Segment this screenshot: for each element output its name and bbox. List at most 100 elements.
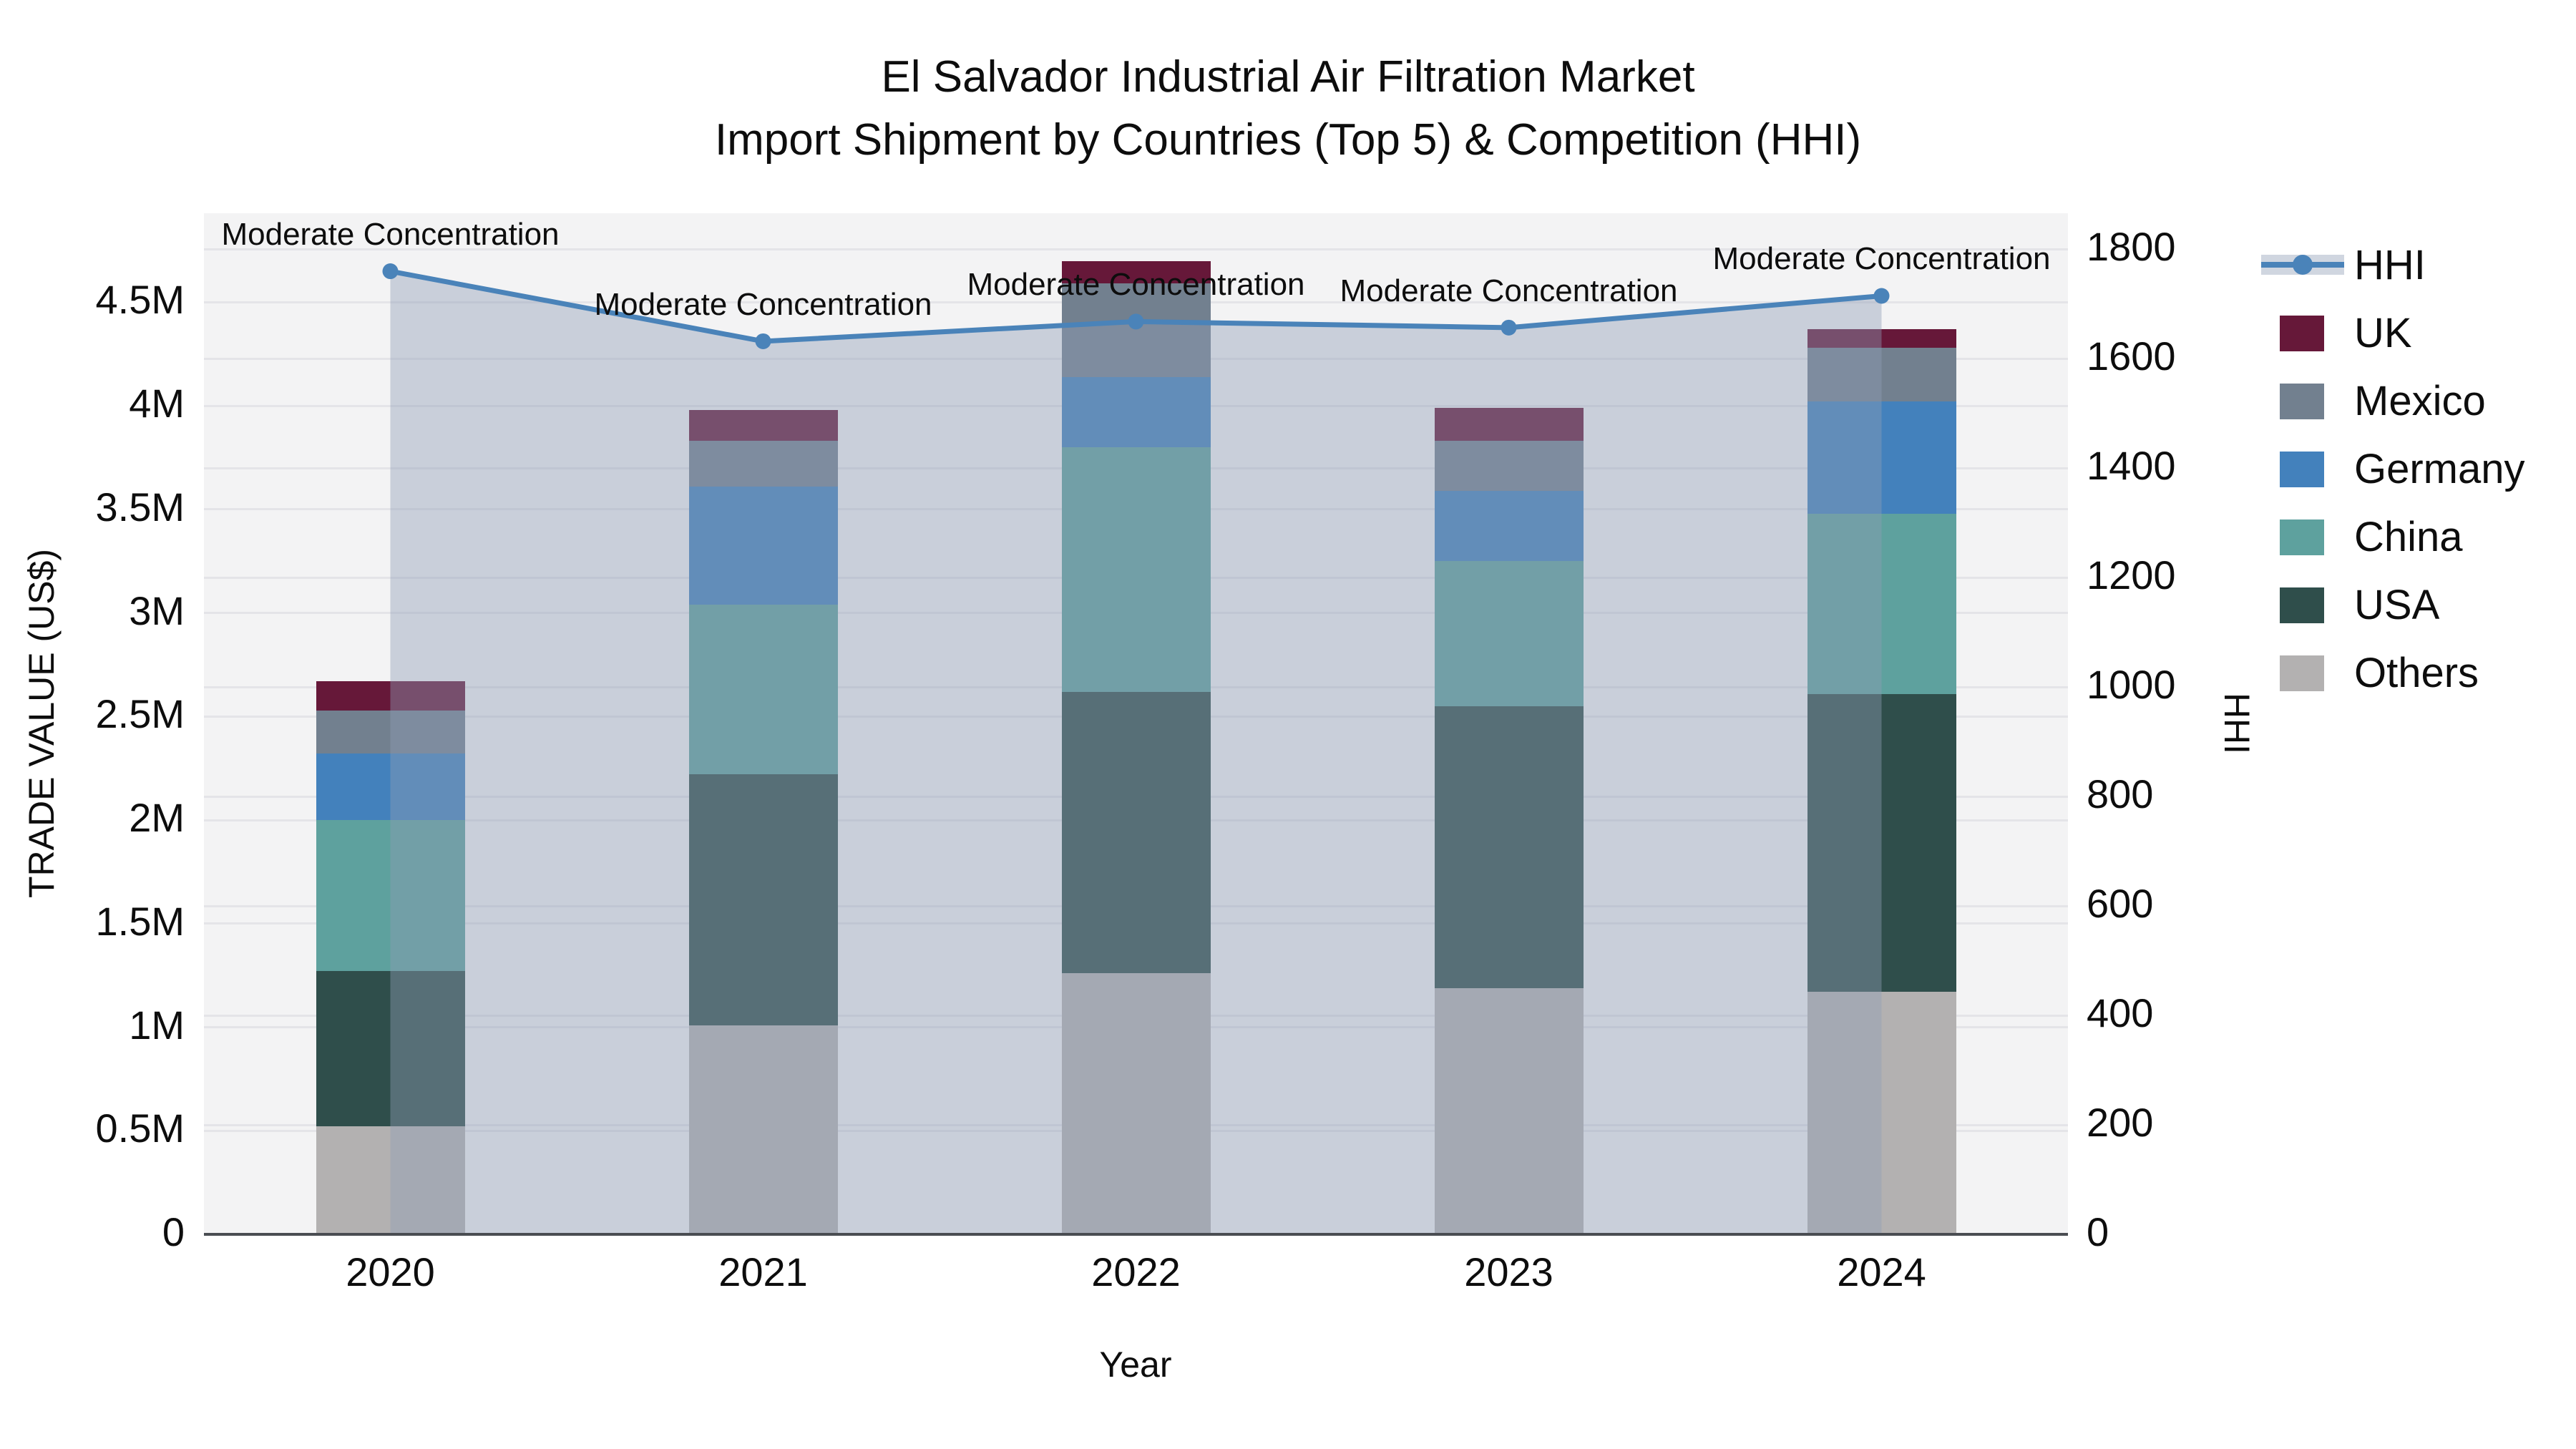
- legend-color-swatch-icon: [2280, 316, 2324, 351]
- hhi-fill-area: [390, 271, 1882, 1234]
- y-axis-left-tick-3.5M: 3.5M: [95, 484, 185, 530]
- bar-segment-usa-2020[interactable]: [316, 971, 465, 1126]
- y-axis-left-tick-0.5M: 0.5M: [95, 1106, 185, 1151]
- bar-segment-germany-2023[interactable]: [1435, 491, 1584, 561]
- hhi-marker-2021[interactable]: [755, 333, 771, 349]
- x-axis-tick-2021: 2021: [718, 1249, 808, 1294]
- bar-segment-others-2021[interactable]: [689, 1025, 838, 1234]
- y-axis-left-tick-0: 0: [162, 1209, 185, 1254]
- y-axis-left-tick-3M: 3M: [129, 587, 185, 633]
- y-axis-right-tick-1000: 1000: [2087, 662, 2176, 708]
- bar-segment-china-2022[interactable]: [1062, 447, 1211, 692]
- x-axis-line: [204, 1233, 2068, 1236]
- legend-item-mexico[interactable]: Mexico: [2261, 378, 2486, 424]
- y-axis-left-tick-1M: 1M: [129, 1002, 185, 1048]
- y-axis-right-tick-1400: 1400: [2087, 443, 2176, 489]
- bar-segment-germany-2020[interactable]: [316, 753, 465, 820]
- legend-label-others: Others: [2354, 649, 2479, 696]
- legend-item-uk[interactable]: UK: [2261, 310, 2412, 356]
- hhi-marker-2020[interactable]: [382, 263, 399, 280]
- y-axis-right-tick-200: 200: [2087, 1100, 2154, 1146]
- bar-segment-others-2023[interactable]: [1435, 988, 1584, 1234]
- bar-segment-mexico-2023[interactable]: [1435, 441, 1584, 491]
- bar-segment-others-2020[interactable]: [316, 1126, 465, 1234]
- chart-title-line1: El Salvador Industrial Air Filtration Ma…: [881, 52, 1695, 102]
- annotation-2022: Moderate Concentration: [967, 267, 1305, 303]
- legend-item-germany[interactable]: Germany: [2261, 446, 2525, 492]
- x-axis-tick-2024: 2024: [1837, 1249, 1926, 1294]
- bar-segment-china-2021[interactable]: [689, 605, 838, 774]
- x-axis-tick-2022: 2022: [1091, 1249, 1181, 1294]
- legend: HHI UK Mexico Germany China USA Others: [2261, 0, 2576, 1449]
- bar-segment-china-2024[interactable]: [1807, 514, 1956, 694]
- legend-label-usa: USA: [2354, 581, 2440, 628]
- y-axis-right-tick-1800: 1800: [2087, 224, 2176, 270]
- bar-segment-germany-2021[interactable]: [689, 487, 838, 605]
- legend-item-hhi[interactable]: HHI: [2261, 242, 2426, 288]
- bar-segment-mexico-2021[interactable]: [689, 441, 838, 487]
- y-axis-left-tick-4M: 4M: [129, 381, 185, 426]
- legend-label-mexico: Mexico: [2354, 377, 2486, 424]
- hhi-overlay: [382, 263, 1890, 1234]
- y-axis-right-tick-600: 600: [2087, 881, 2154, 927]
- legend-color-swatch-icon: [2280, 655, 2324, 691]
- bar-segment-others-2024[interactable]: [1807, 992, 1956, 1234]
- bar-segment-mexico-2020[interactable]: [316, 711, 465, 753]
- y-axis-left-tick-2M: 2M: [129, 795, 185, 841]
- bar-segment-uk-2022[interactable]: [1062, 261, 1211, 283]
- legend-color-swatch-icon: [2280, 519, 2324, 555]
- legend-item-usa[interactable]: USA: [2261, 582, 2439, 628]
- bar-segment-usa-2024[interactable]: [1807, 694, 1956, 992]
- bar-segment-mexico-2022[interactable]: [1062, 283, 1211, 377]
- bar-segment-others-2022[interactable]: [1062, 973, 1211, 1234]
- annotation-2024: Moderate Concentration: [1712, 241, 2051, 277]
- legend-label-uk: UK: [2354, 309, 2412, 356]
- y-axis-right-tick-400: 400: [2087, 990, 2154, 1036]
- legend-color-swatch-icon: [2280, 587, 2324, 623]
- bar-segment-usa-2023[interactable]: [1435, 706, 1584, 988]
- plot-area: Moderate Concentration Moderate Concentra…: [204, 213, 2068, 1234]
- bar-segment-china-2020[interactable]: [316, 820, 465, 971]
- bar-segment-usa-2022[interactable]: [1062, 692, 1211, 973]
- legend-swatch-germany: [2261, 446, 2344, 492]
- chart-title-line2: Import Shipment by Countries (Top 5) & C…: [714, 115, 1862, 165]
- legend-label-china: China: [2354, 513, 2463, 560]
- legend-item-others[interactable]: Others: [2261, 650, 2479, 696]
- legend-color-swatch-icon: [2280, 452, 2324, 487]
- y-axis-right-tick-1600: 1600: [2087, 333, 2176, 379]
- legend-swatch-uk: [2261, 310, 2344, 356]
- gridline-hhi-1800: [204, 248, 2068, 250]
- y-axis-left-tick-2.5M: 2.5M: [95, 691, 185, 737]
- x-axis-title: Year: [1099, 1345, 1172, 1385]
- hhi-marker-2023[interactable]: [1501, 319, 1517, 336]
- hhi-legend-marker-icon: [2293, 255, 2313, 275]
- legend-label-germany: Germany: [2354, 445, 2525, 492]
- hhi-legend-sample: [2261, 242, 2344, 288]
- bar-segment-germany-2022[interactable]: [1062, 377, 1211, 447]
- bar-segment-uk-2020[interactable]: [316, 681, 465, 711]
- legend-label-hhi: HHI: [2354, 241, 2426, 288]
- legend-swatch-china: [2261, 514, 2344, 560]
- annotation-2021: Moderate Concentration: [594, 286, 932, 322]
- x-axis-tick-2020: 2020: [346, 1249, 435, 1294]
- bar-segment-uk-2021[interactable]: [689, 410, 838, 441]
- y-axis-right-tick-800: 800: [2087, 771, 2154, 817]
- y-axis-right-tick-0: 0: [2087, 1209, 2109, 1254]
- x-axis-tick-2023: 2023: [1464, 1249, 1553, 1294]
- bar-segment-uk-2023[interactable]: [1435, 408, 1584, 441]
- bar-segment-usa-2021[interactable]: [689, 774, 838, 1025]
- legend-color-swatch-icon: [2280, 384, 2324, 419]
- y-axis-left-tick-4.5M: 4.5M: [95, 277, 185, 323]
- hhi-marker-2024[interactable]: [1873, 288, 1890, 304]
- legend-item-china[interactable]: China: [2261, 514, 2463, 560]
- legend-swatch-mexico: [2261, 378, 2344, 424]
- bar-segment-uk-2024[interactable]: [1807, 329, 1956, 348]
- bar-segment-china-2023[interactable]: [1435, 561, 1584, 706]
- legend-swatch-others: [2261, 650, 2344, 696]
- y-axis-right-tick-1200: 1200: [2087, 552, 2176, 598]
- bar-segment-germany-2024[interactable]: [1807, 401, 1956, 514]
- hhi-marker-2022[interactable]: [1128, 313, 1144, 330]
- bar-segment-mexico-2024[interactable]: [1807, 348, 1956, 401]
- annotation-2020: Moderate Concentration: [221, 217, 560, 253]
